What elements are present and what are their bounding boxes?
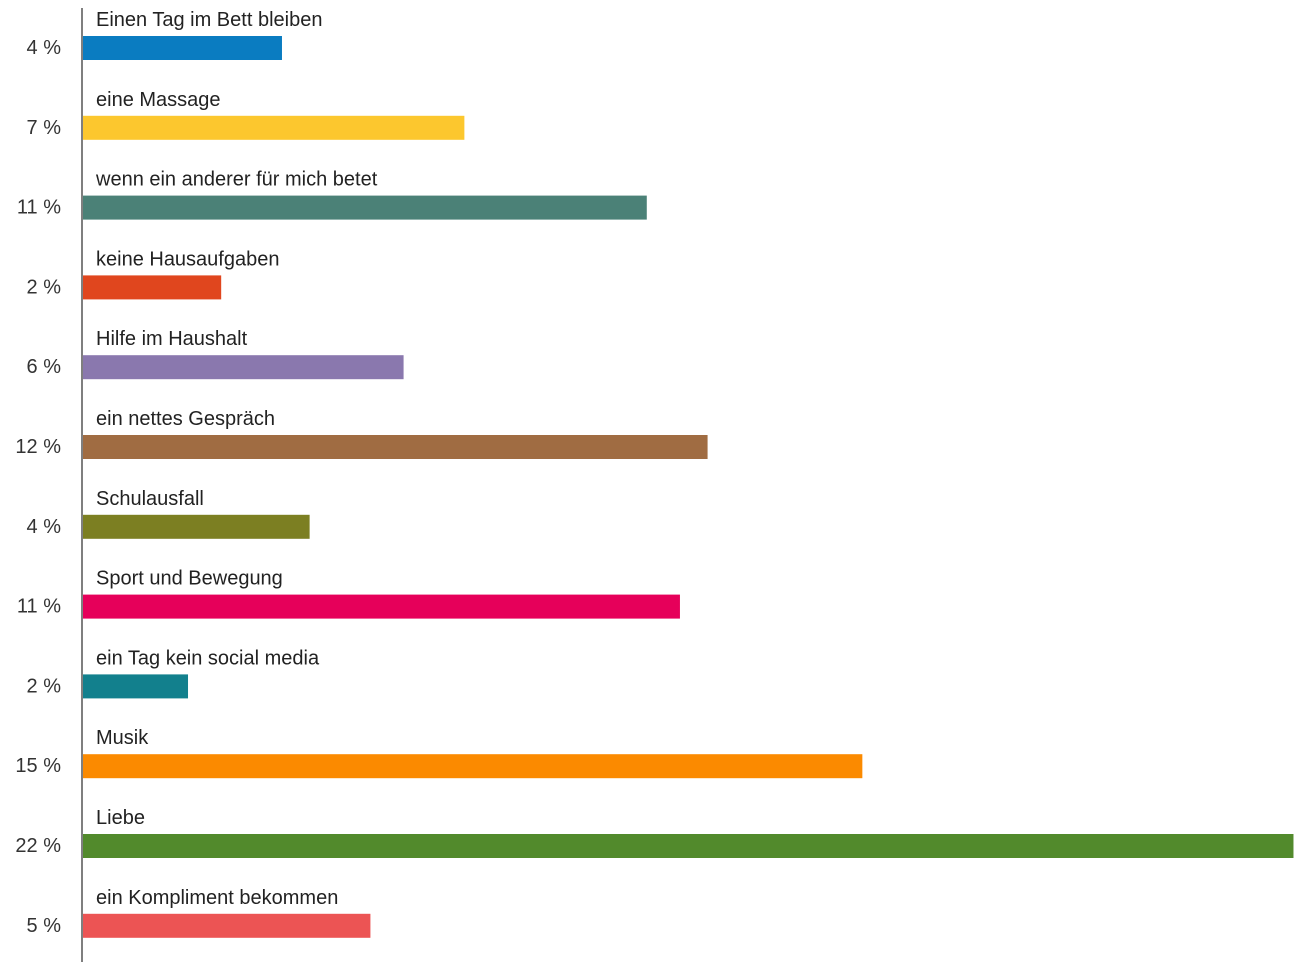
category-label: Schulausfall	[96, 488, 204, 510]
value-label: 2 %	[27, 675, 62, 697]
bar	[83, 435, 708, 459]
bar	[83, 913, 371, 938]
chart-marks: Einen Tag im Bett bleiben 4 % eine Massage…	[15, 9, 1294, 938]
value-label: 7 %	[27, 117, 62, 139]
value-label: 4 %	[27, 37, 62, 59]
category-label: Liebe	[96, 807, 145, 829]
value-label: 4 %	[27, 516, 62, 538]
bar	[83, 594, 680, 619]
bar	[83, 115, 465, 140]
bar	[83, 834, 1294, 858]
category-label: Hilfe im Haushalt	[96, 328, 248, 350]
value-label: 15 %	[15, 755, 61, 777]
category-label: keine Hausaufgaben	[96, 248, 279, 270]
bar	[83, 275, 222, 300]
value-label: 12 %	[15, 436, 61, 458]
category-label: ein Kompliment bekommen	[96, 887, 338, 909]
bar	[83, 514, 310, 539]
bar	[83, 36, 282, 60]
category-label: eine Massage	[96, 89, 221, 111]
value-label: 2 %	[27, 276, 62, 298]
category-label: ein Tag kein social media	[96, 647, 320, 669]
bar	[83, 674, 189, 699]
bar	[83, 355, 404, 380]
bar	[83, 195, 647, 220]
category-label: ein nettes Gespräch	[96, 408, 275, 430]
category-label: Musik	[96, 727, 149, 749]
category-label: Sport und Bewegung	[96, 568, 283, 590]
bar	[83, 754, 863, 779]
category-label: wenn ein anderer für mich betet	[95, 169, 378, 191]
value-label: 11 %	[17, 197, 61, 219]
value-label: 5 %	[27, 915, 62, 937]
value-label: 11 %	[17, 596, 61, 618]
value-label: 22 %	[15, 835, 61, 857]
value-label: 6 %	[27, 356, 62, 378]
category-label: Einen Tag im Bett bleiben	[96, 9, 322, 31]
